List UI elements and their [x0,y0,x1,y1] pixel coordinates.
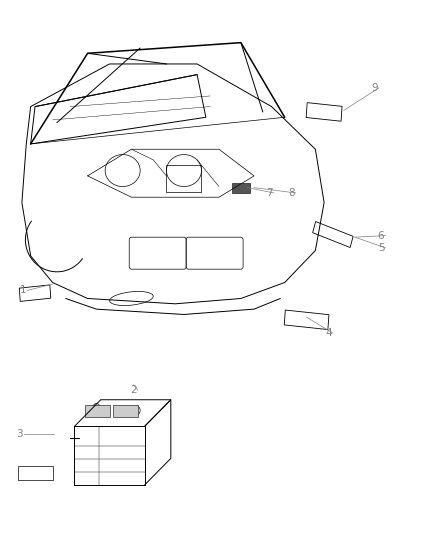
Text: 9: 9 [371,83,378,93]
Text: 5: 5 [378,243,385,253]
Text: 4: 4 [325,328,332,338]
Bar [85,405,110,417]
Bar [19,285,51,302]
Bar [284,310,329,329]
Text: 6: 6 [378,231,385,240]
Text: 3: 3 [16,430,23,439]
Text: 8: 8 [288,188,295,198]
Text: 1: 1 [19,286,26,295]
Text: 2: 2 [130,385,137,395]
Bar [306,103,342,121]
Bar [18,466,53,480]
Bar [113,405,138,417]
Bar [313,222,353,247]
Text: 7: 7 [266,188,273,198]
FancyBboxPatch shape [232,183,250,193]
